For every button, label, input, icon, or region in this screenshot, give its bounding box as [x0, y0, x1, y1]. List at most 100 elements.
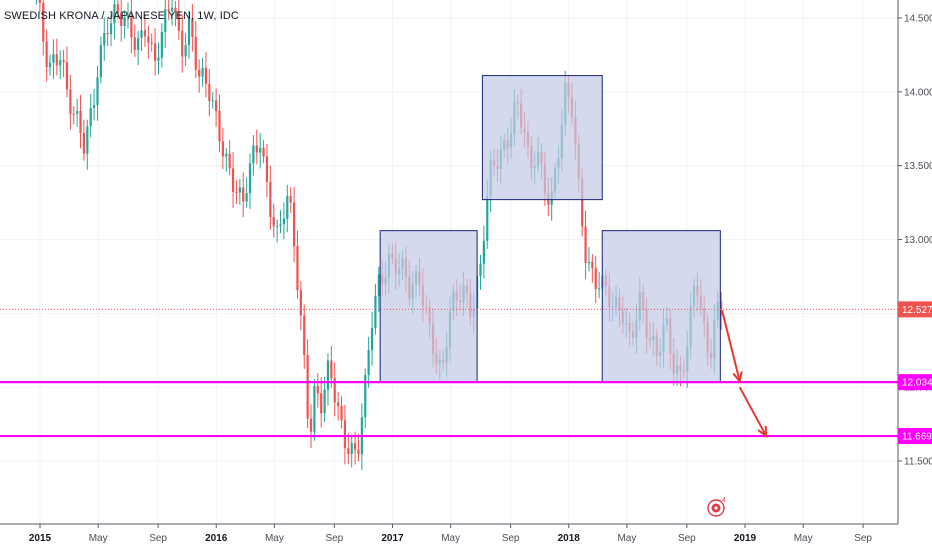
- candle-body: [62, 60, 65, 63]
- candle-body: [55, 54, 58, 66]
- candle-body: [296, 246, 299, 291]
- rectangle-annotations[interactable]: [379, 75, 721, 383]
- level-badge-1-text: 12.034: [902, 378, 932, 389]
- x-tick-label: May: [89, 533, 108, 544]
- candle-body: [323, 389, 326, 414]
- candle-body: [42, 2, 45, 42]
- candle-body: [235, 191, 238, 193]
- candle-body: [584, 226, 587, 263]
- arrow-head-1: [732, 371, 743, 384]
- candle-body: [181, 30, 184, 57]
- candle-body: [248, 163, 252, 194]
- candle-body: [96, 77, 99, 106]
- candle-body: [262, 147, 265, 157]
- arrow-annotations[interactable]: [721, 310, 768, 438]
- candle-body: [109, 23, 113, 35]
- candle-body: [116, 4, 119, 13]
- svg-text:4: 4: [722, 497, 726, 504]
- candle-body: [177, 11, 180, 31]
- candle-body: [52, 54, 55, 63]
- level-badge-1-bg: [898, 374, 932, 391]
- candle-body: [184, 45, 187, 57]
- candle-body: [130, 15, 133, 38]
- candle-body: [276, 225, 279, 227]
- candle-body: [598, 288, 601, 290]
- candle-body: [265, 156, 269, 182]
- candle-body: [340, 405, 343, 421]
- candle-body: [228, 153, 231, 169]
- candle-body: [133, 37, 136, 50]
- candle-body: [225, 153, 228, 157]
- x-tick-label: Sep: [325, 533, 343, 544]
- x-tick-label: Sep: [678, 533, 696, 544]
- candle-body: [82, 133, 86, 154]
- level-badge-2-text: 11.669: [902, 432, 932, 443]
- candle-body: [343, 420, 347, 449]
- candle-body: [86, 126, 89, 154]
- candle-body: [316, 385, 319, 394]
- y-tick-label: 11.500: [904, 457, 932, 468]
- candle-body: [245, 193, 248, 202]
- candle-body: [154, 43, 157, 61]
- x-tick-label: May: [794, 533, 813, 544]
- candle-body: [309, 418, 313, 432]
- x-tick-label: 2016: [205, 533, 228, 544]
- candle-body: [333, 378, 336, 403]
- candle-body: [272, 217, 275, 227]
- candle-body: [157, 57, 160, 61]
- candle-body: [337, 402, 340, 406]
- last-price-badge-text: 12.527: [902, 305, 932, 316]
- candle-body: [65, 62, 69, 90]
- candle-body: [187, 18, 191, 46]
- candle-body: [126, 15, 130, 18]
- candle-body: [367, 350, 370, 375]
- candle-body: [286, 196, 289, 219]
- candle-body: [89, 107, 92, 127]
- candle-body: [320, 393, 323, 414]
- candle-body: [38, 0, 41, 3]
- candle-body: [45, 41, 48, 68]
- candle-body: [289, 196, 292, 203]
- candle-body: [299, 290, 302, 316]
- candle-body: [218, 110, 221, 142]
- candle-body: [313, 385, 316, 432]
- candle-body: [215, 100, 218, 111]
- candle-body: [353, 443, 357, 450]
- candle-body: [238, 187, 241, 193]
- candle-body: [99, 45, 102, 78]
- candle-body: [211, 100, 214, 102]
- candle-body: [594, 268, 597, 290]
- candle-body: [204, 67, 208, 84]
- candle-body: [231, 168, 235, 192]
- candle-body: [191, 18, 194, 37]
- candle-body: [143, 30, 147, 37]
- arrow-head-2: [757, 425, 768, 438]
- candle-body: [252, 145, 255, 164]
- y-tick-label: 14.500: [904, 14, 932, 25]
- candle-body: [167, 9, 170, 12]
- candle-body: [292, 202, 296, 247]
- candle-body: [198, 69, 201, 77]
- candle-body: [48, 62, 52, 68]
- candle-body: [160, 31, 163, 58]
- horizontal-levels[interactable]: [0, 308, 898, 438]
- candle-body: [357, 449, 360, 454]
- x-tick-label: 2019: [734, 533, 757, 544]
- arrow-line-1: [721, 310, 741, 382]
- x-tick-label: May: [617, 533, 636, 544]
- candle-body: [350, 443, 353, 454]
- x-tick-label: May: [441, 533, 460, 544]
- last-price-badge-bg: [898, 301, 932, 318]
- price-badges: 12.527 12.034 11.669: [898, 301, 932, 445]
- candle-body: [164, 9, 167, 32]
- candle-body: [170, 7, 174, 12]
- x-tick-label: Sep: [149, 533, 167, 544]
- candle-body: [330, 360, 333, 379]
- y-tick-label: 14.000: [904, 87, 932, 98]
- candle-body: [269, 181, 272, 218]
- candle-body: [374, 296, 377, 328]
- candle-body: [486, 195, 489, 241]
- candle-body: [720, 301, 723, 316]
- candle-body: [479, 263, 482, 277]
